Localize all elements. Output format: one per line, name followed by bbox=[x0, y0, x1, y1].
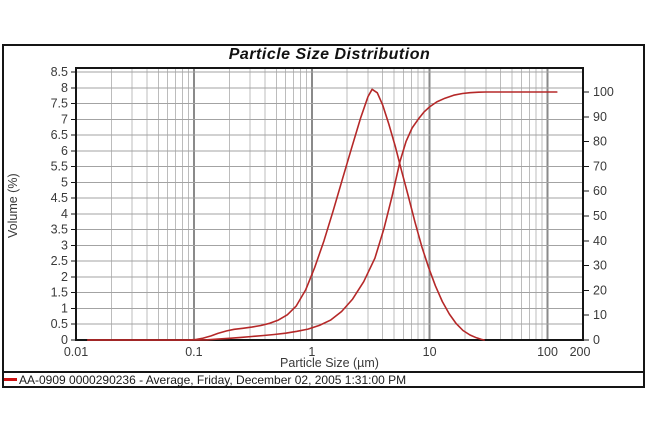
y-right-tick-label: 70 bbox=[593, 159, 607, 173]
y-right-tick-label: 0 bbox=[593, 333, 600, 347]
x-tick-label: 1 bbox=[308, 345, 315, 359]
legend-bar: AA-0909 0000290236 - Average, Friday, De… bbox=[2, 371, 645, 388]
y-left-tick-label: 3.5 bbox=[51, 223, 68, 237]
y-right-tick-label: 60 bbox=[593, 184, 607, 198]
y-right-tick-label: 10 bbox=[593, 308, 607, 322]
y-right-tick-label: 30 bbox=[593, 259, 607, 273]
y-left-tick-label: 0.5 bbox=[51, 317, 68, 331]
report-frame bbox=[2, 44, 645, 388]
y-left-tick-label: 6.5 bbox=[51, 128, 68, 142]
y-left-tick-label: 7 bbox=[61, 112, 68, 126]
y-left-tick-label: 5 bbox=[61, 175, 68, 189]
y-right-tick-label: 80 bbox=[593, 135, 607, 149]
x-tick-label: 100 bbox=[537, 345, 558, 359]
y-left-tick-label: 2.5 bbox=[51, 254, 68, 268]
y-right-tick-label: 20 bbox=[593, 283, 607, 297]
chart-title: Particle Size Distribution bbox=[228, 46, 431, 63]
y-left-tick-label: 8 bbox=[61, 81, 68, 95]
y-right-tick-label: 90 bbox=[593, 110, 607, 124]
x-tick-label: 0.1 bbox=[185, 345, 202, 359]
x-tick-label: 10 bbox=[423, 345, 437, 359]
y-right-tick-label: 50 bbox=[593, 209, 607, 223]
legend-label: AA-0909 0000290236 - Average, Friday, De… bbox=[19, 372, 407, 387]
y-left-tick-label: 4.5 bbox=[51, 191, 68, 205]
y-left-tick-label: 6 bbox=[61, 144, 68, 158]
y-left-tick-label: 4 bbox=[61, 207, 68, 221]
y-left-tick-label: 0 bbox=[61, 333, 68, 347]
legend-line-marker bbox=[4, 378, 17, 381]
y-left-tick-label: 1.5 bbox=[51, 286, 68, 300]
y-axis-title: Volume (%) bbox=[6, 173, 20, 239]
cumulative-volume-curve bbox=[87, 91, 558, 341]
volume-frequency-curve bbox=[87, 88, 485, 341]
x-tick-label: 0.01 bbox=[64, 345, 88, 359]
plot-border bbox=[75, 67, 584, 341]
y-left-tick-label: 5.5 bbox=[51, 160, 68, 174]
y-left-tick-label: 2 bbox=[61, 270, 68, 284]
y-left-tick-label: 1 bbox=[61, 302, 68, 316]
y-left-tick-label: 8.5 bbox=[51, 65, 68, 79]
x-axis-title: Particle Size (µm) bbox=[280, 356, 379, 370]
x-tick-label: 200 bbox=[570, 345, 591, 359]
y-right-tick-label: 100 bbox=[593, 85, 614, 99]
y-left-tick-label: 3 bbox=[61, 238, 68, 252]
y-right-tick-label: 40 bbox=[593, 234, 607, 248]
y-left-tick-label: 7.5 bbox=[51, 97, 68, 111]
